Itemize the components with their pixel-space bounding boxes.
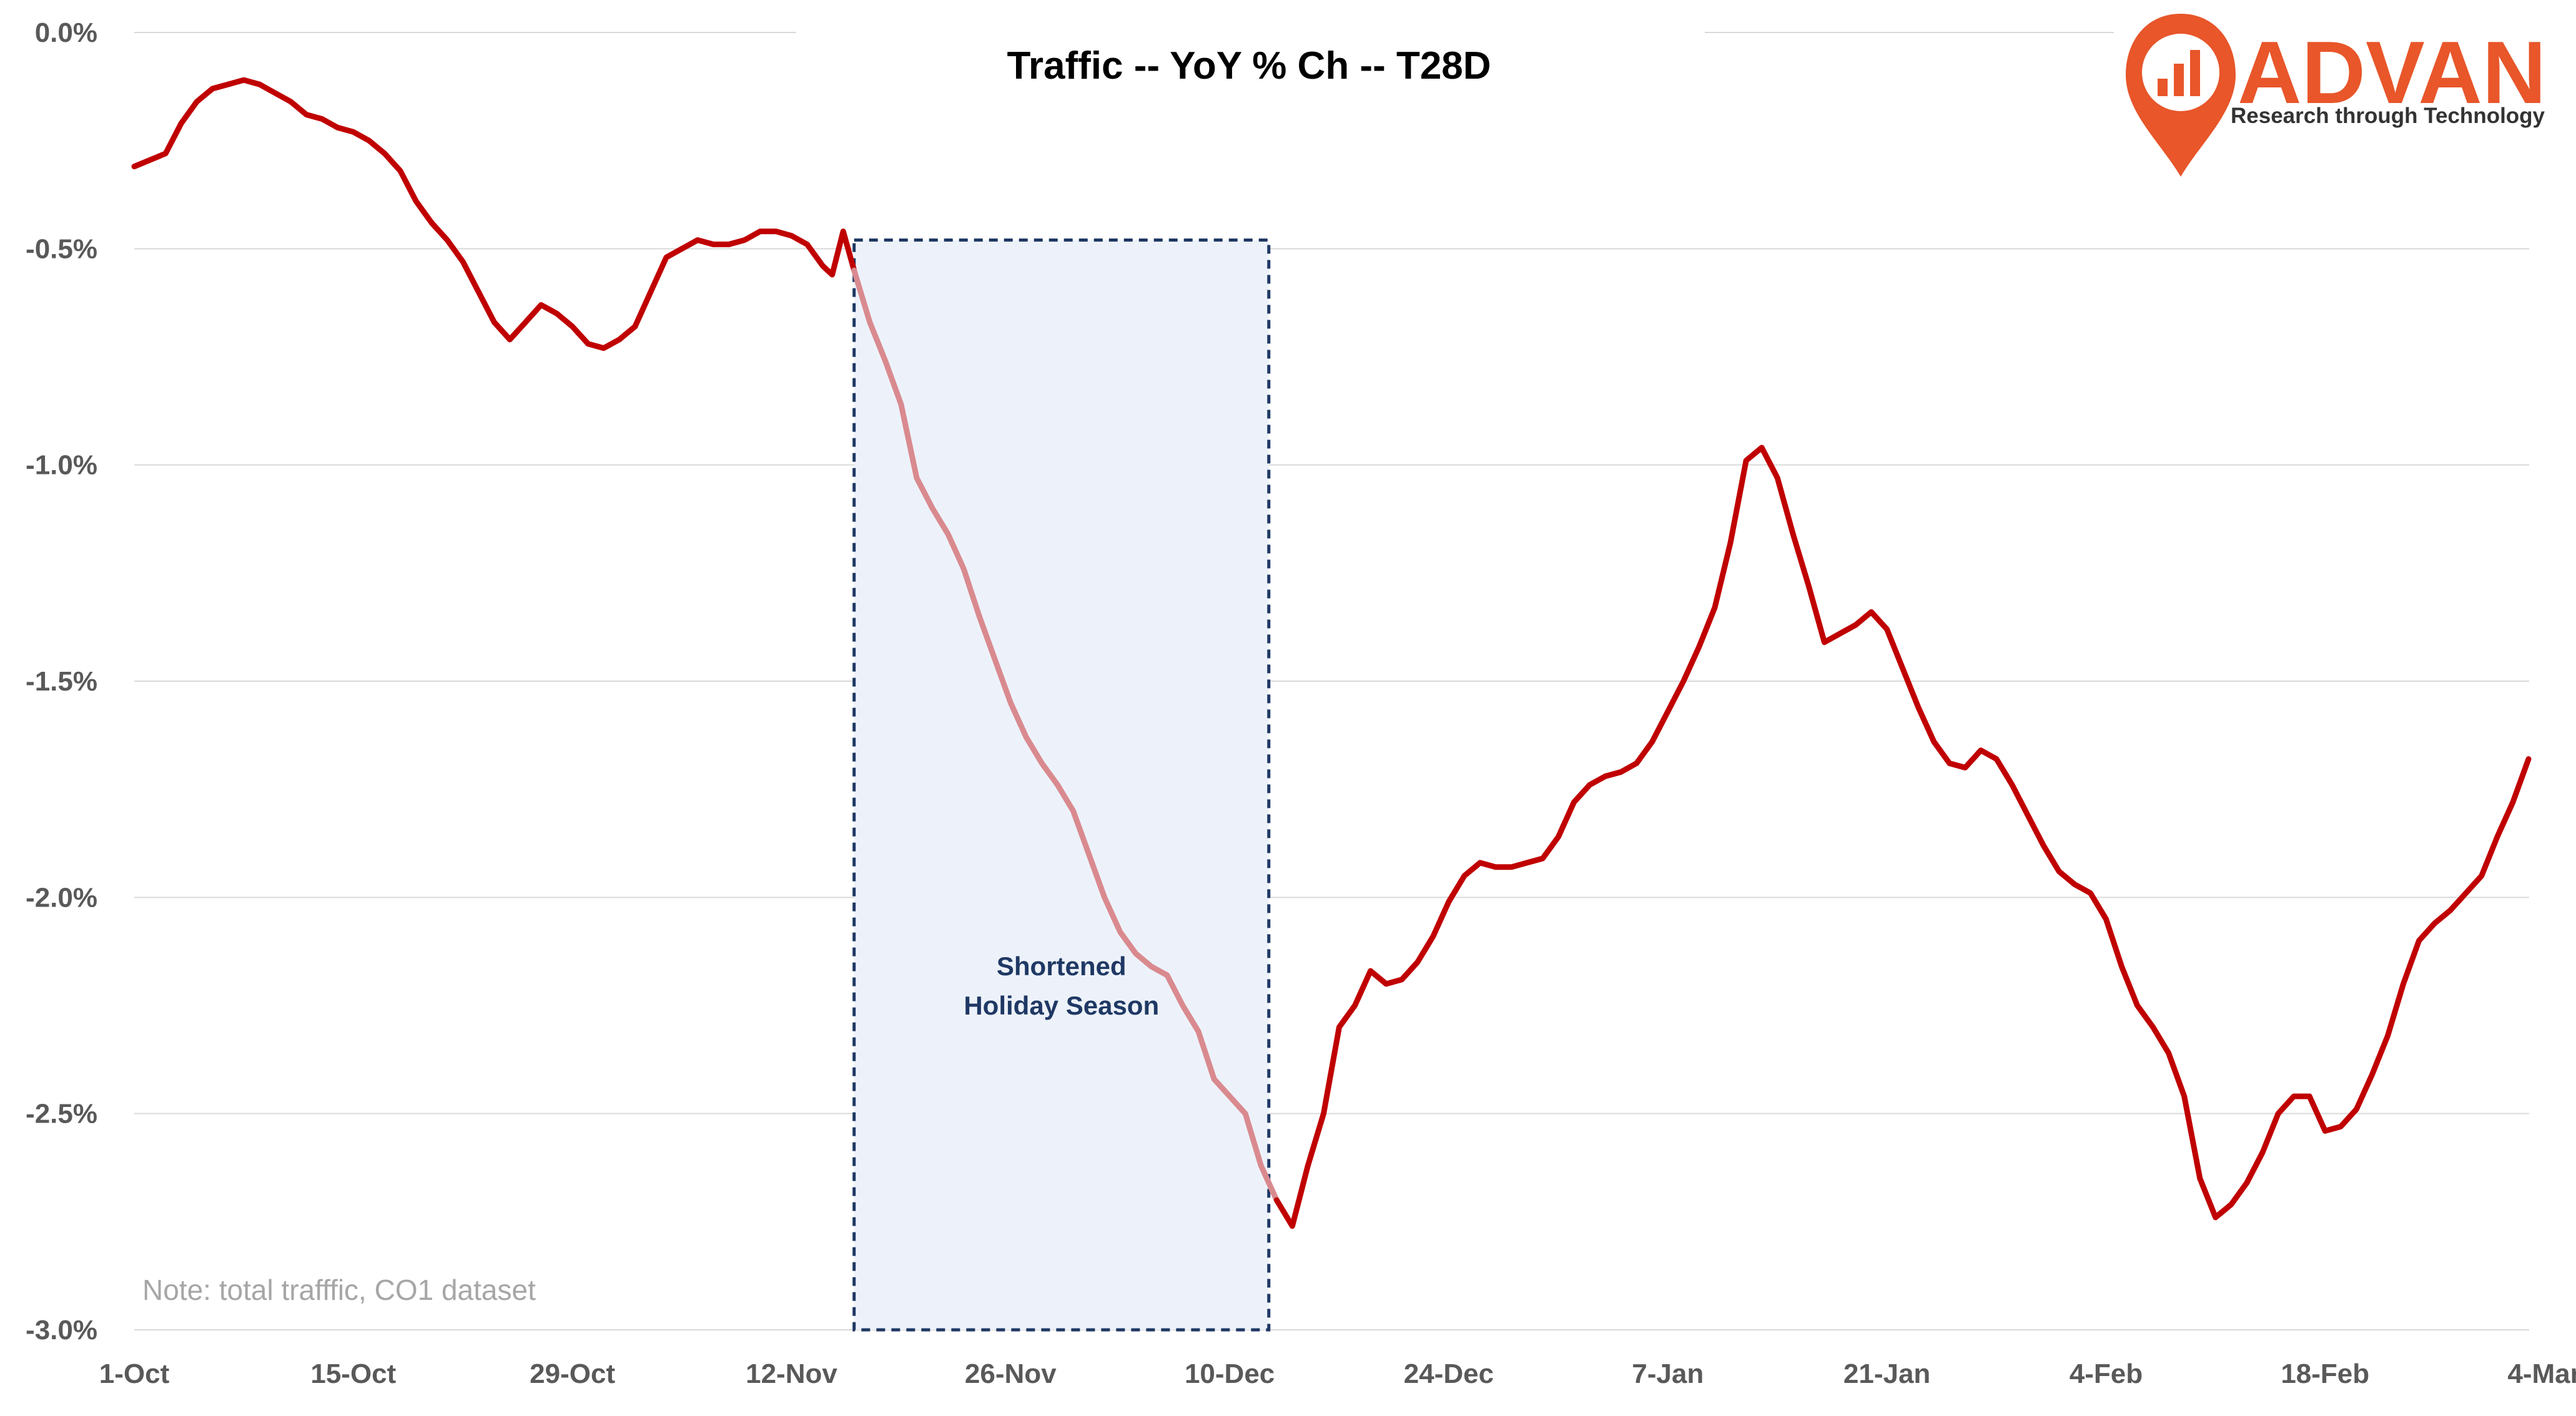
x-tick-label: 26-Nov	[965, 1359, 1057, 1389]
y-tick-label: -2.5%	[26, 1099, 97, 1129]
series-line-holiday-segment	[851, 267, 1280, 1203]
x-tick-label: 10-Dec	[1185, 1359, 1275, 1389]
region-label-line-1: Shortened	[997, 951, 1127, 981]
grid-lines	[134, 32, 2529, 1330]
series-lines	[131, 77, 2532, 1229]
y-tick-label: -1.0%	[26, 450, 97, 481]
y-tick-label: -3.0%	[26, 1315, 97, 1345]
logo-wordmark: ADVAN	[2238, 23, 2546, 122]
holiday-season-shaded-region	[852, 238, 1271, 1332]
logo-tagline: Research through Technology	[2231, 104, 2545, 128]
x-tick-label: 29-Oct	[530, 1359, 615, 1389]
x-tick-label: 18-Feb	[2281, 1359, 2369, 1389]
y-tick-label: -1.5%	[26, 666, 97, 697]
series-line-pre-holiday	[131, 77, 857, 352]
x-tick-label: 12-Nov	[746, 1359, 837, 1389]
x-tick-label: 4-Feb	[2070, 1359, 2143, 1389]
y-tick-label: 0.0%	[35, 17, 97, 48]
x-tick-label: 1-Oct	[99, 1359, 170, 1389]
x-axis-ticks: 1-Oct 15-Oct 29-Oct 12-Nov 26-Nov 10-Dec 24-De…	[99, 1359, 2576, 1389]
y-tick-label: -0.5%	[26, 234, 97, 264]
x-tick-label: 4-Mar	[2507, 1359, 2576, 1389]
advan-logo: ADVAN Research through Technology	[2126, 14, 2546, 177]
series-line-post-holiday	[1273, 445, 2532, 1229]
map-pin-chart-icon	[2126, 14, 2236, 177]
x-tick-label: 15-Oct	[310, 1359, 396, 1389]
chart-title: Traffic -- YoY % Ch -- T28D	[1007, 44, 1491, 87]
y-tick-label: -2.0%	[26, 882, 97, 913]
y-axis-ticks: 0.0% -0.5% -1.0% -1.5% -2.0% -2.5% -3.0%	[26, 17, 97, 1345]
region-label-line-2: Holiday Season	[964, 991, 1159, 1020]
x-tick-label: 21-Jan	[1843, 1359, 1930, 1389]
x-tick-label: 7-Jan	[1632, 1359, 1704, 1389]
chart-note: Note: total trafffic, CO1 dataset	[142, 1274, 536, 1306]
x-tick-label: 24-Dec	[1404, 1359, 1494, 1389]
shaded-region-group: Shortened Holiday Season	[852, 238, 1271, 1332]
